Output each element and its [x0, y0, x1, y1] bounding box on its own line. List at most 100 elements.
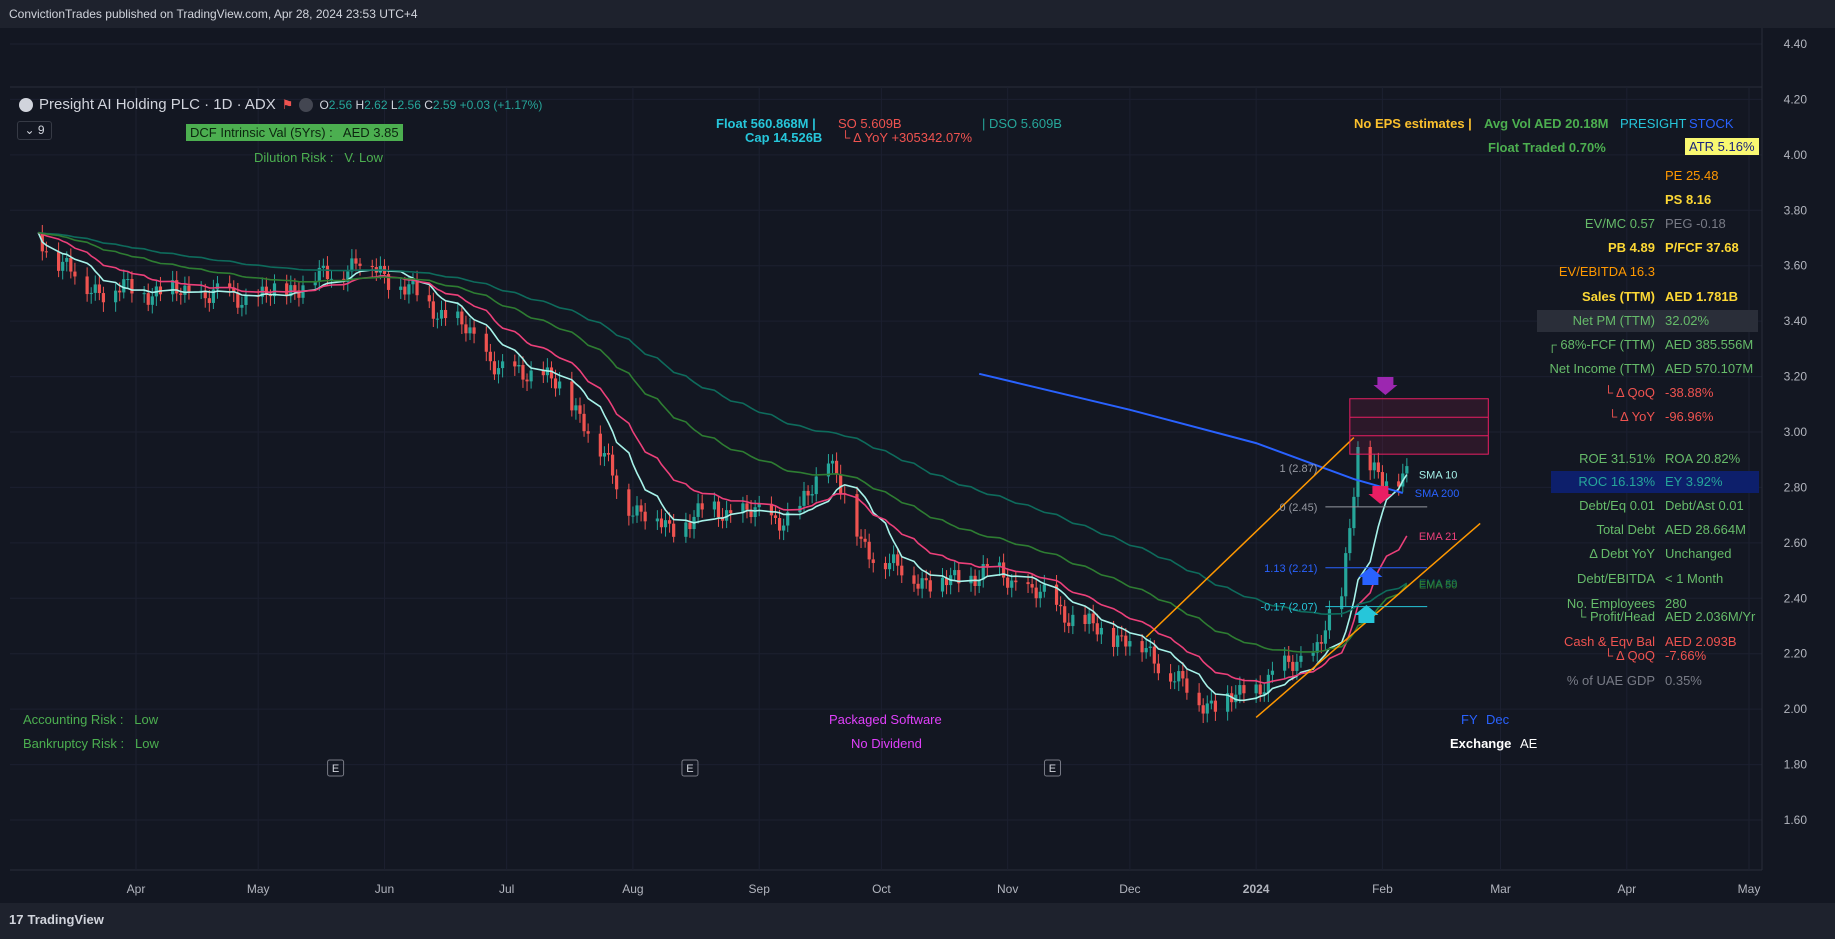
- candle-body: [146, 293, 150, 305]
- time-axis-label: Jun: [375, 882, 394, 896]
- candle-body: [179, 293, 183, 295]
- candle-body: [1319, 642, 1323, 644]
- cap-value: Cap 14.526B: [745, 130, 823, 145]
- candle-body: [1001, 562, 1006, 578]
- candle-body: [325, 265, 330, 280]
- time-axis-label: May: [247, 882, 270, 896]
- candle-body: [1368, 446, 1372, 471]
- tradingview-brand-label: TradingView: [27, 912, 104, 927]
- time-axis-label: Oct: [872, 882, 891, 896]
- candle-body: [232, 287, 236, 293]
- close-label: C: [424, 97, 433, 112]
- candle-body: [529, 370, 533, 382]
- high-label: H: [355, 97, 365, 112]
- candle-body: [928, 580, 932, 592]
- candle-body: [1148, 646, 1152, 649]
- earnings-marker-icon: [327, 759, 345, 777]
- hide-legend-icon[interactable]: [299, 97, 314, 112]
- eps-estimates: No EPS estimates |: [1354, 116, 1472, 131]
- evebitda-value: EV/EBITDA 16.3: [1558, 264, 1655, 279]
- earnings-marker-label: E: [1049, 763, 1056, 775]
- price-axis-label: 4.00: [1784, 148, 1808, 162]
- ni-qoq-label: └ Δ QoQ: [1603, 385, 1655, 400]
- candle-body: [1063, 606, 1067, 623]
- candle-body: [264, 286, 268, 295]
- change-value: +0.03 (+1.17%): [459, 97, 543, 112]
- indicators-count: 9: [37, 123, 45, 137]
- candle-body: [549, 367, 554, 379]
- candle-body: [1340, 596, 1344, 610]
- candle-body: [358, 263, 362, 266]
- candle-body: [924, 578, 928, 581]
- low-value: 2.56: [397, 97, 421, 112]
- candle-body: [916, 583, 920, 589]
- candle-body: [1197, 692, 1201, 706]
- roe-value: ROE 31.51%: [1579, 451, 1655, 466]
- candle-body: [57, 252, 61, 271]
- candle-body: [712, 501, 716, 510]
- candle-body: [468, 327, 472, 334]
- netincome-label: Net Income (TTM): [1549, 361, 1655, 376]
- time-axis-label: 2024: [1243, 882, 1270, 896]
- candle-body: [521, 365, 525, 380]
- symbol-title[interactable]: Presight AI Holding PLC · 1D · ADX: [39, 96, 276, 113]
- bankruptcy-value: Low: [135, 736, 159, 751]
- candle-body: [1006, 577, 1010, 588]
- price-axis-label: 3.00: [1784, 425, 1808, 439]
- candle-body: [773, 515, 778, 518]
- candle-body: [574, 405, 578, 411]
- line-sma-10-label: SMA 10: [1419, 470, 1458, 482]
- candle-body: [1116, 635, 1120, 647]
- candle-body: [272, 283, 277, 297]
- flag-icon[interactable]: ⚑: [281, 96, 294, 112]
- candle-body: [582, 413, 586, 432]
- candle-body: [435, 318, 440, 320]
- price-axis-label: 3.80: [1784, 203, 1808, 217]
- sector-label: Packaged Software: [829, 712, 942, 727]
- candle-body: [1205, 703, 1209, 714]
- candle-body: [1026, 582, 1030, 585]
- debtyoy-label: Δ Debt YoY: [1589, 546, 1655, 561]
- cash-qoq-label: └ Δ QoQ: [1603, 648, 1655, 663]
- candle-body: [814, 476, 818, 495]
- indicators-toggle[interactable]: ⌄ 9: [17, 121, 52, 140]
- accounting-risk: Accounting Risk : Low: [23, 712, 158, 727]
- candle-body: [1177, 671, 1181, 682]
- candle-body: [1038, 591, 1042, 599]
- sell-arrow-icon: [1373, 377, 1398, 395]
- fib-level-label: -0.17 (2.07): [1261, 602, 1318, 614]
- candle-body: [1270, 670, 1275, 675]
- line-ema-50: [38, 231, 1408, 653]
- candle-body: [834, 460, 839, 475]
- candle-body: [806, 490, 810, 496]
- low-label: L: [390, 97, 398, 112]
- symbol-legend: Presight AI Holding PLC · 1D · ADX ⚑ O2.…: [19, 96, 542, 113]
- dilution-label: Dilution Risk :: [254, 150, 334, 165]
- candle-body: [553, 378, 558, 389]
- candle-body: [757, 503, 761, 508]
- candle-body: [887, 563, 892, 570]
- price-axis-label: 3.20: [1784, 370, 1808, 384]
- ni-qoq-value: -38.88%: [1665, 385, 1714, 400]
- candle-body: [1071, 614, 1075, 627]
- candle-body: [97, 284, 101, 294]
- avg-volume: Avg Vol AED 20.18M: [1484, 116, 1609, 131]
- time-axis-label: Sep: [749, 882, 771, 896]
- candle-body: [122, 279, 126, 293]
- candle-body: [1295, 661, 1299, 671]
- candle-body: [578, 405, 582, 414]
- candle-body: [1140, 641, 1144, 653]
- candle-body: [411, 280, 415, 285]
- time-axis-label: Mar: [1490, 882, 1511, 896]
- price-axis-label: 3.60: [1784, 259, 1808, 273]
- candle-body: [484, 333, 488, 352]
- cash-value: AED 2.093B: [1665, 634, 1737, 649]
- line-ema-89: [38, 231, 1408, 616]
- candle-body: [513, 361, 517, 367]
- time-axis-label: Feb: [1372, 882, 1393, 896]
- candle-body: [1014, 580, 1018, 583]
- roc-value: ROC 16.13%: [1578, 474, 1655, 489]
- price-axis-label: 1.60: [1784, 813, 1808, 827]
- tradingview-brand[interactable]: 17 TradingView: [9, 912, 104, 927]
